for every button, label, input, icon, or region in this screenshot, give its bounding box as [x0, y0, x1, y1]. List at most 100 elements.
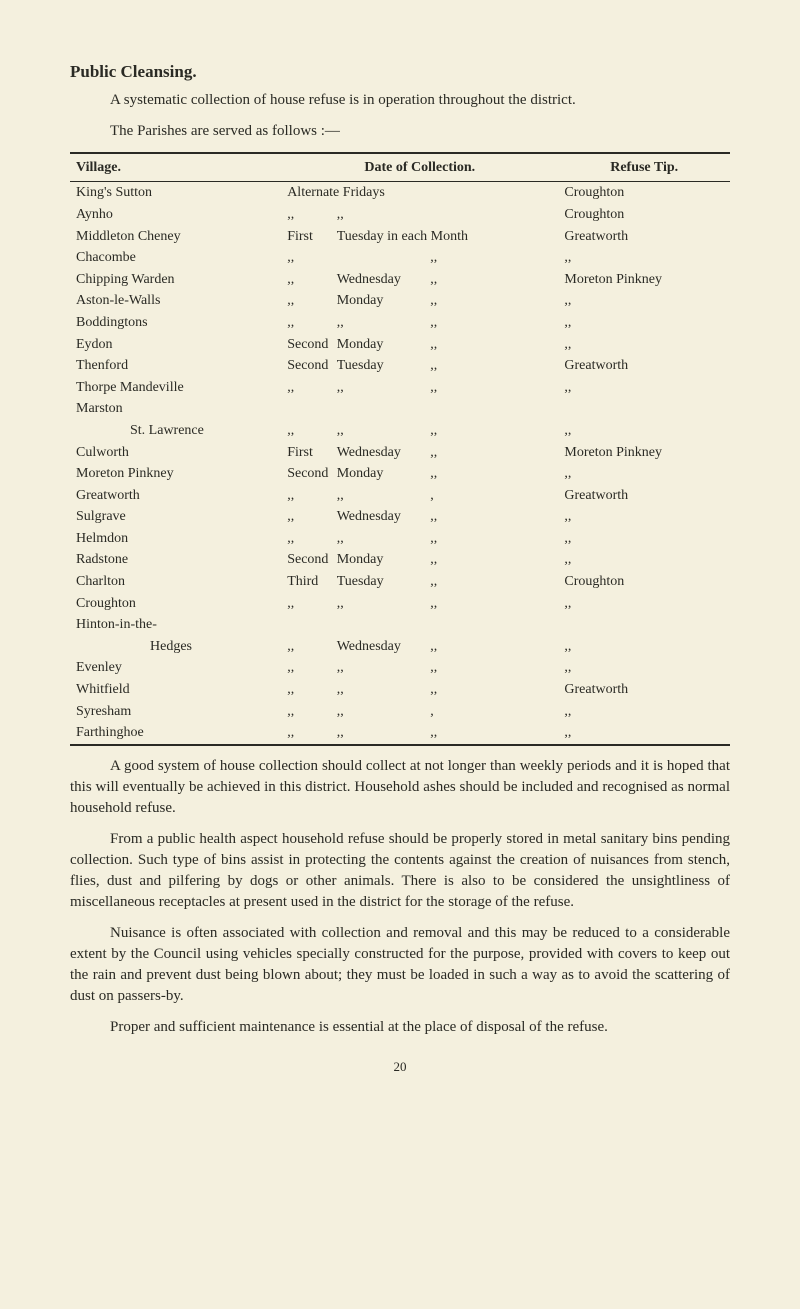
col-date: Date of Collection.: [281, 154, 558, 182]
cell-village: Thorpe Mandeville: [70, 377, 281, 399]
cell-tip: ,,: [558, 549, 730, 571]
cell-village: Hedges: [70, 636, 281, 658]
cell-tip: ,,: [558, 701, 730, 723]
cell-village: Thenford: [70, 355, 281, 377]
cell-village: Aston-le-Walls: [70, 290, 281, 312]
cell-date: ,, ,, ,,: [281, 657, 558, 679]
table-row: CharltonThird Tuesday ,,Croughton: [70, 571, 730, 593]
cell-village: Croughton: [70, 593, 281, 615]
cell-village: Sulgrave: [70, 506, 281, 528]
cell-village: Culworth: [70, 442, 281, 464]
cell-tip: Greatworth: [558, 485, 730, 507]
cell-tip: ,,: [558, 657, 730, 679]
cell-village: Radstone: [70, 549, 281, 571]
table-row: Whitfield,, ,, ,,Greatworth: [70, 679, 730, 701]
cell-village: King's Sutton: [70, 182, 281, 204]
cell-village: Hinton-in-the-: [70, 614, 281, 636]
cell-date: Alternate Fridays: [281, 182, 558, 204]
table-row: Moreton PinkneySecond Monday ,,,,: [70, 463, 730, 485]
table-row: Croughton,, ,, ,,,,: [70, 593, 730, 615]
collection-table: Village. Date of Collection. Refuse Tip.…: [70, 154, 730, 744]
cell-date: ,, ,, ,,: [281, 679, 558, 701]
cell-village: Greatworth: [70, 485, 281, 507]
cell-tip: Greatworth: [558, 679, 730, 701]
table-row: Evenley,, ,, ,,,,: [70, 657, 730, 679]
intro-paragraph: A systematic collection of house refuse …: [70, 90, 730, 111]
cell-date: ,, ,, ,,: [281, 312, 558, 334]
cell-village: Syresham: [70, 701, 281, 723]
cell-village: Charlton: [70, 571, 281, 593]
cell-date: Second Tuesday ,,: [281, 355, 558, 377]
table-row: Thorpe Mandeville,, ,, ,,,,: [70, 377, 730, 399]
table-row: Aston-le-Walls,, Monday ,,,,: [70, 290, 730, 312]
collection-table-wrapper: Village. Date of Collection. Refuse Tip.…: [70, 152, 730, 746]
cell-village: Boddingtons: [70, 312, 281, 334]
cell-tip: Croughton: [558, 182, 730, 204]
cell-date: ,, ,, ,,: [281, 722, 558, 744]
cell-tip: ,,: [558, 506, 730, 528]
cell-date: ,, Wednesday ,,: [281, 269, 558, 291]
cell-date: First Tuesday in each Month: [281, 226, 558, 248]
cell-tip: ,,: [558, 377, 730, 399]
cell-tip: Moreton Pinkney: [558, 269, 730, 291]
cell-village: St. Lawrence: [70, 420, 281, 442]
cell-village: Chacombe: [70, 247, 281, 269]
cell-date: Second Monday ,,: [281, 463, 558, 485]
cell-village: Evenley: [70, 657, 281, 679]
cell-date: ,, Wednesday ,,: [281, 506, 558, 528]
table-row: ThenfordSecond Tuesday ,,Greatworth: [70, 355, 730, 377]
table-row: Aynho,, ,, Croughton: [70, 204, 730, 226]
cell-date: ,, ,,: [281, 247, 558, 269]
cell-tip: Greatworth: [558, 355, 730, 377]
cell-tip: ,,: [558, 420, 730, 442]
cell-date: ,, ,, ,: [281, 701, 558, 723]
cell-tip: ,,: [558, 463, 730, 485]
cell-village: Chipping Warden: [70, 269, 281, 291]
cell-date: [281, 614, 558, 636]
cell-tip: Croughton: [558, 571, 730, 593]
table-row: St. Lawrence,, ,, ,,,,: [70, 420, 730, 442]
cell-date: ,, Monday ,,: [281, 290, 558, 312]
cell-tip: [558, 614, 730, 636]
cell-village: Helmdon: [70, 528, 281, 550]
cell-date: ,, ,, ,,: [281, 377, 558, 399]
table-header-row: Village. Date of Collection. Refuse Tip.: [70, 154, 730, 182]
cell-tip: ,,: [558, 290, 730, 312]
table-row: EydonSecond Monday ,,,,: [70, 334, 730, 356]
cell-tip: Greatworth: [558, 226, 730, 248]
cell-date: ,, ,, ,,: [281, 528, 558, 550]
cell-village: Eydon: [70, 334, 281, 356]
cell-date: ,, ,, ,,: [281, 593, 558, 615]
body-para-3: Nuisance is often associated with collec…: [70, 923, 730, 1007]
table-row: Chipping Warden,, Wednesday ,,Moreton Pi…: [70, 269, 730, 291]
cell-date: ,, ,, ,: [281, 485, 558, 507]
body-para-2: From a public health aspect household re…: [70, 829, 730, 913]
table-row: Middleton CheneyFirst Tuesday in each Mo…: [70, 226, 730, 248]
table-row: Helmdon,, ,, ,,,,: [70, 528, 730, 550]
table-row: CulworthFirst Wednesday ,,Moreton Pinkne…: [70, 442, 730, 464]
table-row: Boddingtons,, ,, ,,,,: [70, 312, 730, 334]
table-row: Sulgrave,, Wednesday ,,,,: [70, 506, 730, 528]
cell-tip: ,,: [558, 593, 730, 615]
cell-village: Farthinghoe: [70, 722, 281, 744]
table-row: Syresham,, ,, ,,,: [70, 701, 730, 723]
page-number: 20: [70, 1058, 730, 1076]
table-row: Hinton-in-the-: [70, 614, 730, 636]
cell-tip: ,,: [558, 722, 730, 744]
cell-date: ,, Wednesday ,,: [281, 636, 558, 658]
cell-village: Marston: [70, 398, 281, 420]
body-para-4: Proper and sufficient maintenance is ess…: [70, 1017, 730, 1038]
cell-village: Middleton Cheney: [70, 226, 281, 248]
cell-tip: ,,: [558, 312, 730, 334]
table-row: Chacombe,, ,,,,: [70, 247, 730, 269]
table-row: RadstoneSecond Monday ,,,,: [70, 549, 730, 571]
col-tip: Refuse Tip.: [558, 154, 730, 182]
cell-tip: ,,: [558, 334, 730, 356]
cell-tip: ,,: [558, 247, 730, 269]
section-heading: Public Cleansing.: [70, 60, 730, 84]
cell-village: Whitfield: [70, 679, 281, 701]
table-row: Greatworth,, ,, ,Greatworth: [70, 485, 730, 507]
cell-tip: Croughton: [558, 204, 730, 226]
cell-tip: ,,: [558, 528, 730, 550]
cell-date: Second Monday ,,: [281, 334, 558, 356]
